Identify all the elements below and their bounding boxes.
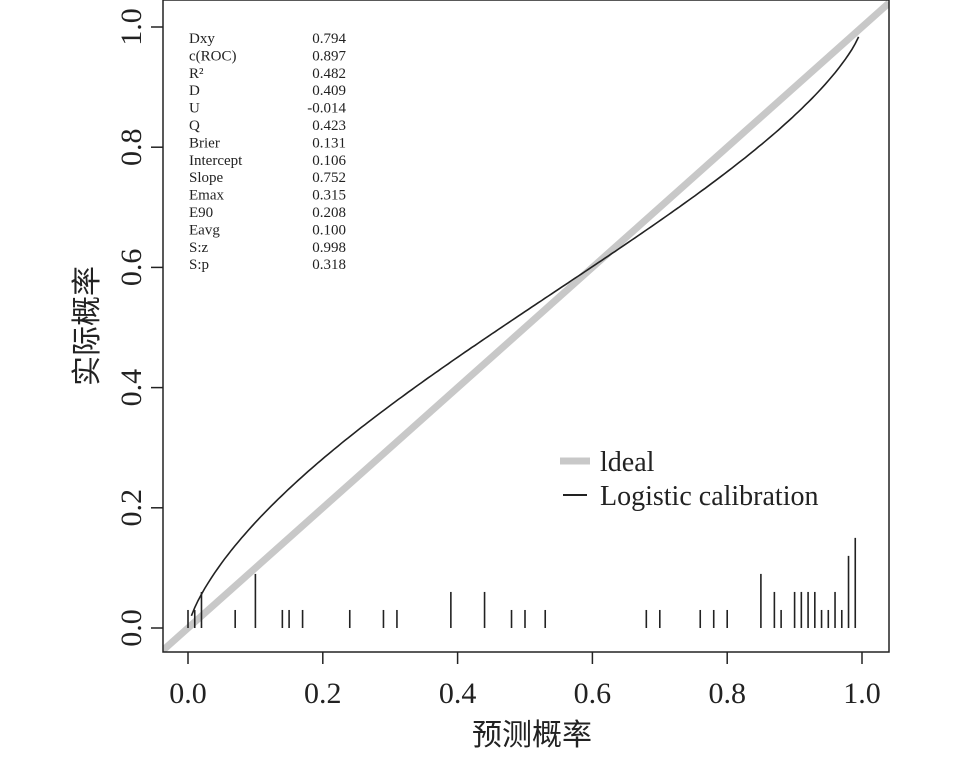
stat-label: c(ROC)	[189, 48, 237, 64]
stat-value: 0.131	[312, 135, 346, 151]
y-tick-label: 0.0	[115, 609, 148, 647]
y-axis-label: 实际概率	[70, 266, 105, 386]
stat-value: 0.794	[312, 31, 346, 47]
legend-ideal-label: ldeal	[600, 447, 655, 478]
y-tick-label: 0.2	[115, 489, 148, 527]
stat-label: Intercept	[189, 153, 243, 169]
stat-value: 0.208	[312, 205, 346, 221]
legend: ldeal Logistic calibration	[560, 447, 819, 512]
stat-value: 0.423	[312, 118, 346, 134]
stat-value: 0.409	[312, 83, 346, 99]
logistic-calibration-curve	[190, 36, 860, 617]
stat-label: Dxy	[189, 31, 215, 47]
stat-value: 0.897	[312, 48, 346, 64]
stat-value: 0.315	[312, 188, 346, 204]
plot-frame	[162, 0, 890, 653]
stat-label: U	[189, 101, 200, 117]
stat-value: -0.014	[307, 101, 346, 117]
stat-value: 0.998	[312, 240, 346, 256]
x-tick-label: 0.6	[574, 677, 612, 710]
legend-logistic-label: Logistic calibration	[600, 481, 819, 512]
x-tick-label: 0.2	[304, 677, 342, 710]
stat-label: D	[189, 83, 200, 99]
stat-value: 0.752	[312, 170, 346, 186]
stat-label: R²	[189, 66, 204, 82]
y-tick-label: 1.0	[115, 8, 148, 46]
stat-value: 0.318	[312, 257, 346, 273]
stat-label: Eavg	[189, 222, 220, 238]
y-tick-label: 0.4	[115, 369, 148, 407]
stat-label: Q	[189, 118, 200, 134]
stat-label: Brier	[189, 135, 220, 151]
stat-label: Slope	[189, 170, 224, 186]
stat-value: 0.100	[312, 222, 346, 238]
x-tick-label: 0.0	[169, 677, 207, 710]
x-axis-label: 预测概率	[472, 718, 592, 753]
x-tick-label: 1.0	[843, 677, 881, 710]
stat-value: 0.482	[312, 66, 346, 82]
x-tick-label: 0.8	[708, 677, 746, 710]
ideal-line	[163, 0, 889, 652]
stat-label: E90	[189, 205, 213, 221]
x-tick-label: 0.4	[439, 677, 477, 710]
stat-label: S:p	[189, 257, 209, 273]
y-tick-label: 0.8	[115, 128, 148, 166]
stat-label: Emax	[189, 188, 224, 204]
y-tick-label: 0.6	[115, 249, 148, 287]
stat-label: S:z	[189, 240, 209, 256]
stat-value: 0.106	[312, 153, 346, 169]
